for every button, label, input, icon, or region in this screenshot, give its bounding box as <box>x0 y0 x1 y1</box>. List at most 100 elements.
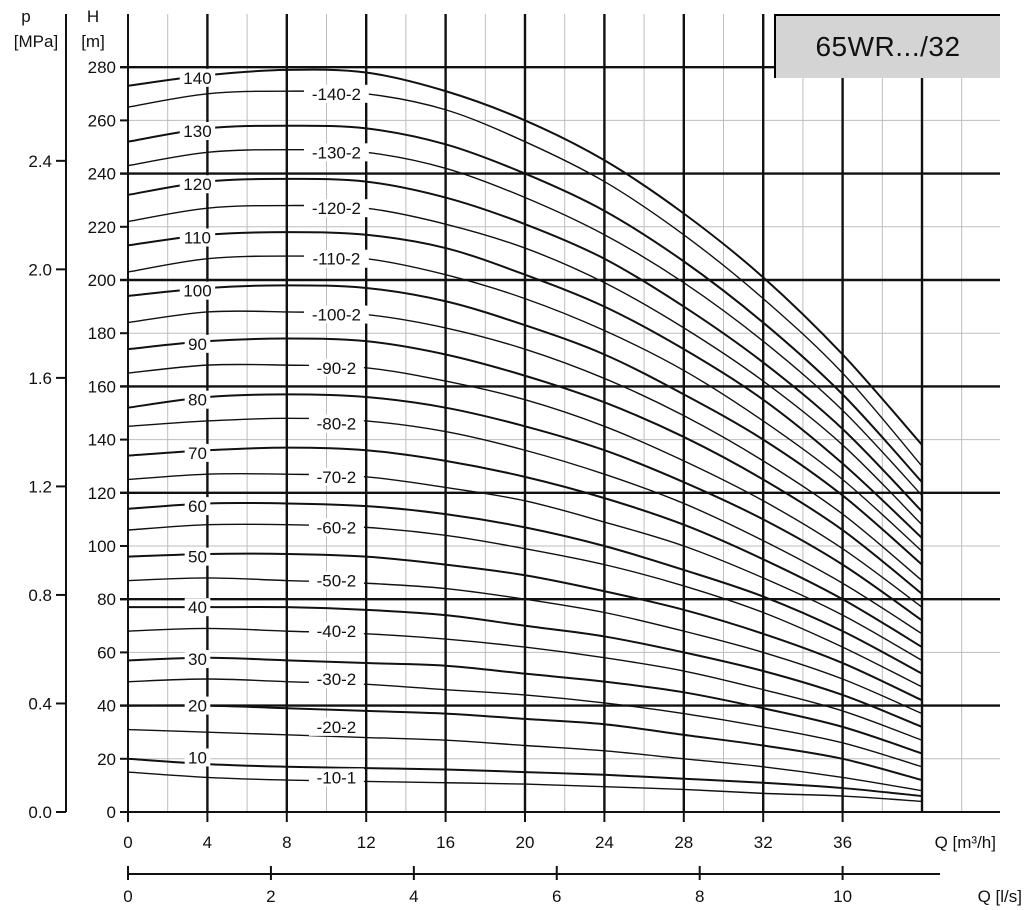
pressure-tick-label: 1.6 <box>28 369 52 388</box>
curve-label: -100-2 <box>312 306 361 325</box>
curve-50 <box>127 552 923 702</box>
curve-label-bg <box>308 622 364 641</box>
curve-label: 140 <box>183 69 211 88</box>
h-tick-label: 280 <box>88 58 116 77</box>
pressure-tick-label: 2.4 <box>28 152 52 171</box>
curve-label-bg <box>179 175 216 194</box>
curve-label: 110 <box>184 228 211 247</box>
h-tick-label: 120 <box>88 484 116 503</box>
curve-20-2 <box>127 728 923 792</box>
curve-label-bg <box>184 334 211 353</box>
curve-label: 60 <box>188 497 207 516</box>
curve-label: -50-2 <box>317 572 357 591</box>
curve-label: 120 <box>183 175 211 194</box>
curve-20 <box>127 704 923 782</box>
q-m3h-tick-label: 16 <box>436 833 455 852</box>
q-ls-tick-label: 10 <box>833 887 852 906</box>
h-tick-label: 160 <box>88 377 116 396</box>
curve-40-2 <box>127 627 923 741</box>
pressure-tick-label: 0.8 <box>28 586 52 605</box>
curve-label-bg <box>308 467 364 486</box>
pressure-tick-label: 0.0 <box>28 803 52 822</box>
curve-120 <box>127 177 923 513</box>
curve-label-bg <box>308 571 364 590</box>
q-m3h-axis-label: Q [m³/h] <box>935 833 996 852</box>
curve-label-bg <box>308 768 364 787</box>
curve-50-2 <box>127 577 923 715</box>
curve-40 <box>128 605 923 728</box>
curve-label: -80-2 <box>317 415 357 434</box>
curve-label-bg <box>184 547 211 566</box>
curve-label: -40-2 <box>317 622 357 641</box>
curve-label: 130 <box>183 122 211 141</box>
q-m3h-tick-label: 20 <box>516 833 535 852</box>
q-ls-tick-label: 4 <box>409 887 418 906</box>
curve-70 <box>127 446 923 648</box>
curve-label-bg <box>179 68 216 87</box>
chart-title-box: 65WR.../32 <box>774 14 1000 78</box>
curve-label-bg <box>308 717 364 736</box>
h-tick-label: 60 <box>97 643 116 662</box>
curve-label-bg <box>184 390 211 409</box>
curve-70-2 <box>127 472 923 661</box>
curve-label-bg <box>184 497 211 516</box>
curve-label: 40 <box>188 598 207 617</box>
q-m3h-tick-label: 36 <box>833 833 852 852</box>
curve-10 <box>127 757 923 798</box>
curve-label: -70-2 <box>317 468 357 487</box>
q-m3h-tick-label: 8 <box>282 833 291 852</box>
curve-label-bg <box>179 281 216 300</box>
curve-label-bg <box>184 650 211 669</box>
curve-130-2 <box>127 148 923 496</box>
pressure-tick-label: 1.2 <box>28 477 52 496</box>
pressure-tick-label: 2.0 <box>28 260 52 279</box>
curve-label-bg <box>304 199 369 218</box>
curve-130 <box>127 124 923 483</box>
h-tick-label: 100 <box>88 537 116 556</box>
curve-label-bg <box>304 305 369 324</box>
curve-label: -30-2 <box>317 670 357 689</box>
curve-label-bg <box>308 414 364 433</box>
curve-label: 10 <box>188 748 207 767</box>
curve-label: 100 <box>183 282 211 301</box>
h-tick-label: 220 <box>88 218 116 237</box>
curve-label-bg <box>184 598 211 617</box>
curve-label: 90 <box>188 335 207 354</box>
curve-90 <box>127 337 923 595</box>
h-tick-label: 180 <box>88 324 116 343</box>
curve-90-2 <box>127 363 923 608</box>
curve-label: 30 <box>188 650 207 669</box>
curve-label: -10-1 <box>317 768 357 787</box>
curve-label-bg <box>184 443 211 462</box>
q-m3h-tick-label: 12 <box>357 833 376 852</box>
curve-label: 80 <box>188 391 207 410</box>
h-tick-label: 20 <box>97 750 116 769</box>
head-axis-unit: [m] <box>81 32 105 51</box>
axes: 0204060801001201401601802002202402602800… <box>14 7 1022 906</box>
h-tick-label: 140 <box>88 431 116 450</box>
curve-80 <box>127 393 923 622</box>
curve-label: -140-2 <box>312 85 361 104</box>
pressure-axis-unit: [MPa] <box>14 32 58 51</box>
curve-120-2 <box>127 204 923 526</box>
curve-100 <box>127 284 923 566</box>
q-m3h-tick-label: 0 <box>123 833 132 852</box>
pressure-axis-symbol: p <box>21 7 30 26</box>
curve-label-bg <box>179 122 216 141</box>
h-tick-label: 40 <box>97 697 116 716</box>
q-m3h-tick-label: 24 <box>595 833 614 852</box>
curve-label: -120-2 <box>312 199 361 218</box>
curve-label-bg <box>304 84 369 103</box>
curve-label: -130-2 <box>312 143 361 162</box>
curve-label: 20 <box>188 697 207 716</box>
q-ls-tick-label: 0 <box>123 887 132 906</box>
curve-label: 50 <box>188 548 207 567</box>
curve-label-bg <box>304 249 369 268</box>
curve-30 <box>127 656 923 755</box>
curve-140-2 <box>127 90 923 467</box>
h-tick-label: 80 <box>97 590 116 609</box>
curve-140 <box>127 68 923 446</box>
q-ls-axis-label: Q [l/s] <box>978 887 1022 906</box>
chart-title: 65WR.../32 <box>815 31 961 62</box>
